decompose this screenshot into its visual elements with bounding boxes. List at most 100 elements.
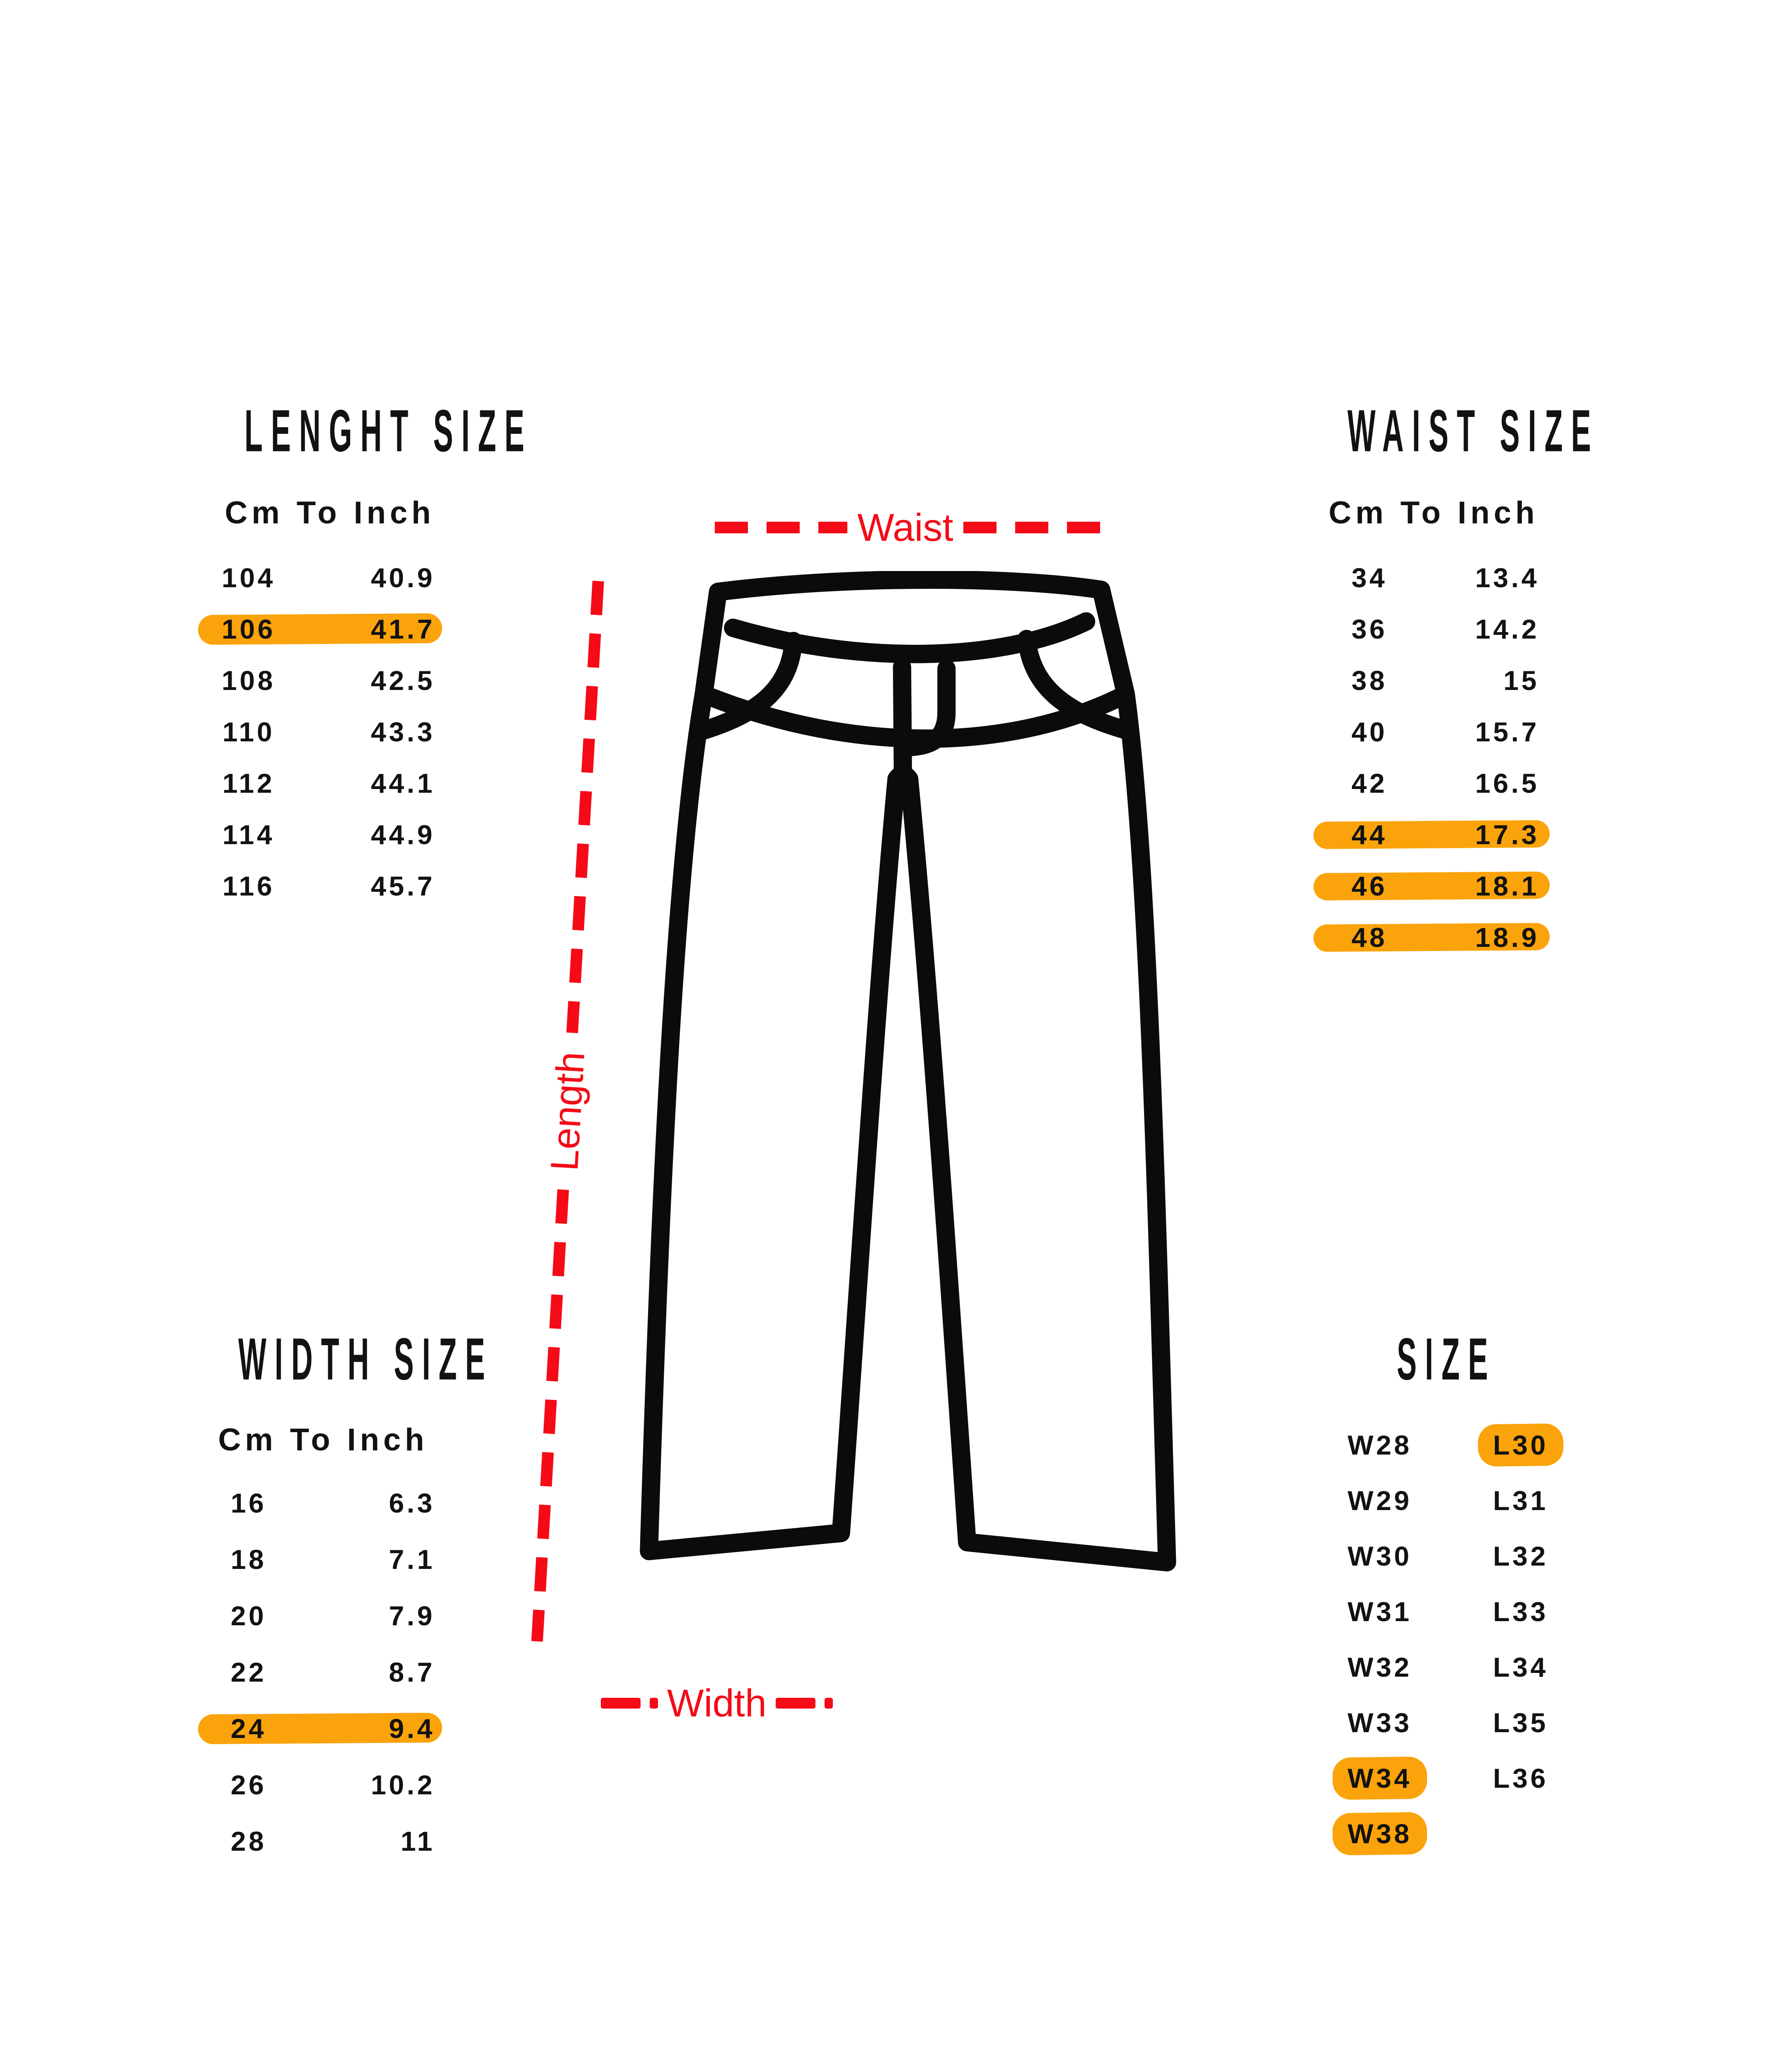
left-pocket-curve bbox=[689, 632, 803, 741]
inch-value: 17.3 bbox=[1475, 819, 1539, 850]
inch-value: 10.2 bbox=[371, 1769, 435, 1800]
inch-value: 13.4 bbox=[1475, 562, 1539, 593]
table-row: 116 45.7 bbox=[186, 860, 454, 912]
length-size-title: LENGHT SIZE bbox=[244, 397, 533, 465]
table-row: 20 7.9 bbox=[186, 1588, 454, 1644]
fly-stitch-line bbox=[902, 659, 956, 756]
l-size-value: L31 bbox=[1493, 1485, 1548, 1516]
width-dash-left bbox=[600, 1698, 641, 1709]
table-row: W33 L35 bbox=[1322, 1695, 1583, 1750]
inch-value: 15 bbox=[1503, 665, 1539, 696]
table-row: W38 bbox=[1322, 1806, 1583, 1861]
inch-value: 44.9 bbox=[371, 819, 435, 850]
table-row-highlighted: 46 18.1 bbox=[1305, 860, 1554, 912]
inch-value: 18.9 bbox=[1475, 922, 1539, 953]
table-row: 18 7.1 bbox=[186, 1531, 454, 1588]
cm-value: 42 bbox=[1351, 768, 1388, 799]
inch-value: 9.4 bbox=[389, 1713, 435, 1744]
cm-value: 34 bbox=[1351, 562, 1388, 593]
table-row-highlighted: 24 9.4 bbox=[186, 1700, 454, 1757]
waist-measure-annotation: Waist bbox=[709, 507, 1106, 548]
l-size-value: L36 bbox=[1493, 1763, 1548, 1794]
l-size-value: L32 bbox=[1493, 1541, 1548, 1571]
l-size-value: L33 bbox=[1493, 1596, 1548, 1627]
cm-value: 108 bbox=[222, 665, 276, 696]
inch-value: 8.7 bbox=[389, 1657, 435, 1687]
table-row: 36 14.2 bbox=[1305, 603, 1554, 655]
inch-value: 15.7 bbox=[1475, 716, 1539, 747]
fly-center-line bbox=[893, 658, 912, 779]
table-row: 38 15 bbox=[1305, 655, 1554, 706]
table-row: 104 40.9 bbox=[186, 552, 454, 603]
length-table-header: Cm To Inch bbox=[225, 495, 435, 530]
w-size-value-highlighted: W38 bbox=[1347, 1818, 1412, 1849]
table-row: 28 11 bbox=[186, 1813, 454, 1869]
table-row: W34 L36 bbox=[1322, 1750, 1583, 1806]
waist-table-header: Cm To Inch bbox=[1328, 495, 1539, 530]
cm-value: 46 bbox=[1351, 871, 1388, 901]
w-size-value: W30 bbox=[1347, 1541, 1412, 1571]
waist-dash-line-left bbox=[715, 522, 848, 533]
w-size-value: W31 bbox=[1347, 1596, 1412, 1627]
width-label: Width bbox=[667, 1681, 767, 1725]
cm-value: 28 bbox=[230, 1826, 267, 1857]
cm-value: 110 bbox=[222, 716, 275, 747]
cm-value: 18 bbox=[230, 1544, 267, 1575]
w-size-value-highlighted: W34 bbox=[1347, 1763, 1412, 1794]
cm-value: 48 bbox=[1351, 922, 1388, 953]
right-pocket-curve bbox=[1017, 629, 1138, 741]
width-table-header: Cm To Inch bbox=[218, 1422, 428, 1457]
table-row: 22 8.7 bbox=[186, 1644, 454, 1700]
waist-size-title: WAIST SIZE bbox=[1347, 397, 1599, 465]
inch-value: 41.7 bbox=[371, 614, 435, 644]
cm-value: 106 bbox=[222, 614, 276, 644]
cm-value: 112 bbox=[222, 768, 275, 799]
table-row-highlighted: 44 17.3 bbox=[1305, 809, 1554, 860]
table-row: 42 16.5 bbox=[1305, 758, 1554, 809]
cm-value: 16 bbox=[230, 1488, 267, 1518]
pants-silhouette bbox=[640, 571, 1176, 1572]
inch-value: 43.3 bbox=[371, 716, 435, 747]
size-wl-table: W28 L30 W29 L31 W30 L32 W31 L33 W32 L34 … bbox=[1322, 1417, 1583, 1861]
inch-value: 6.3 bbox=[389, 1488, 435, 1518]
table-row: W28 L30 bbox=[1322, 1417, 1583, 1473]
inch-value: 16.5 bbox=[1475, 768, 1539, 799]
table-row: 40 15.7 bbox=[1305, 706, 1554, 758]
width-size-title: WIDTH SIZE bbox=[238, 1326, 493, 1393]
waist-label: Waist bbox=[857, 506, 953, 549]
width-conversion-table: 16 6.3 18 7.1 20 7.9 22 8.7 24 9.4 26 10… bbox=[186, 1475, 454, 1869]
inch-value: 45.7 bbox=[371, 871, 435, 901]
table-row: 26 10.2 bbox=[186, 1757, 454, 1813]
width-dash-right bbox=[776, 1698, 816, 1709]
w-size-value: W29 bbox=[1347, 1485, 1412, 1516]
inch-value: 11 bbox=[401, 1826, 435, 1857]
waist-dash-line-right bbox=[963, 522, 1100, 533]
size-title: SIZE bbox=[1397, 1326, 1496, 1393]
table-row: W32 L34 bbox=[1322, 1639, 1583, 1695]
cm-value: 38 bbox=[1351, 665, 1388, 696]
length-conversion-table: 104 40.9 106 41.7 108 42.5 110 43.3 112 … bbox=[186, 552, 454, 912]
width-measure-annotation: Width bbox=[593, 1683, 841, 1723]
width-dot-left bbox=[649, 1698, 658, 1709]
cm-value: 22 bbox=[230, 1657, 267, 1687]
length-label: Length bbox=[542, 1050, 593, 1172]
cm-value: 40 bbox=[1351, 716, 1388, 747]
inch-value: 44.1 bbox=[371, 768, 435, 799]
table-row-highlighted: 48 18.9 bbox=[1305, 912, 1554, 963]
l-size-value: L35 bbox=[1493, 1707, 1548, 1738]
length-dash-line-bottom bbox=[531, 1189, 569, 1642]
table-row-highlighted: 106 41.7 bbox=[186, 603, 454, 655]
inch-value: 7.9 bbox=[389, 1600, 435, 1631]
inch-value: 18.1 bbox=[1475, 871, 1539, 901]
inch-value: 7.1 bbox=[389, 1544, 435, 1575]
w-size-value: W28 bbox=[1347, 1430, 1412, 1460]
table-row: W30 L32 bbox=[1322, 1528, 1583, 1584]
table-row: 108 42.5 bbox=[186, 655, 454, 706]
pants-outline-figure bbox=[640, 571, 1176, 1572]
table-row: W29 L31 bbox=[1322, 1473, 1583, 1528]
waist-conversion-table: 34 13.4 36 14.2 38 15 40 15.7 42 16.5 44… bbox=[1305, 552, 1554, 963]
table-row: 114 44.9 bbox=[186, 809, 454, 860]
table-row: 112 44.1 bbox=[186, 758, 454, 809]
cm-value: 24 bbox=[230, 1713, 267, 1744]
table-row: 34 13.4 bbox=[1305, 552, 1554, 603]
